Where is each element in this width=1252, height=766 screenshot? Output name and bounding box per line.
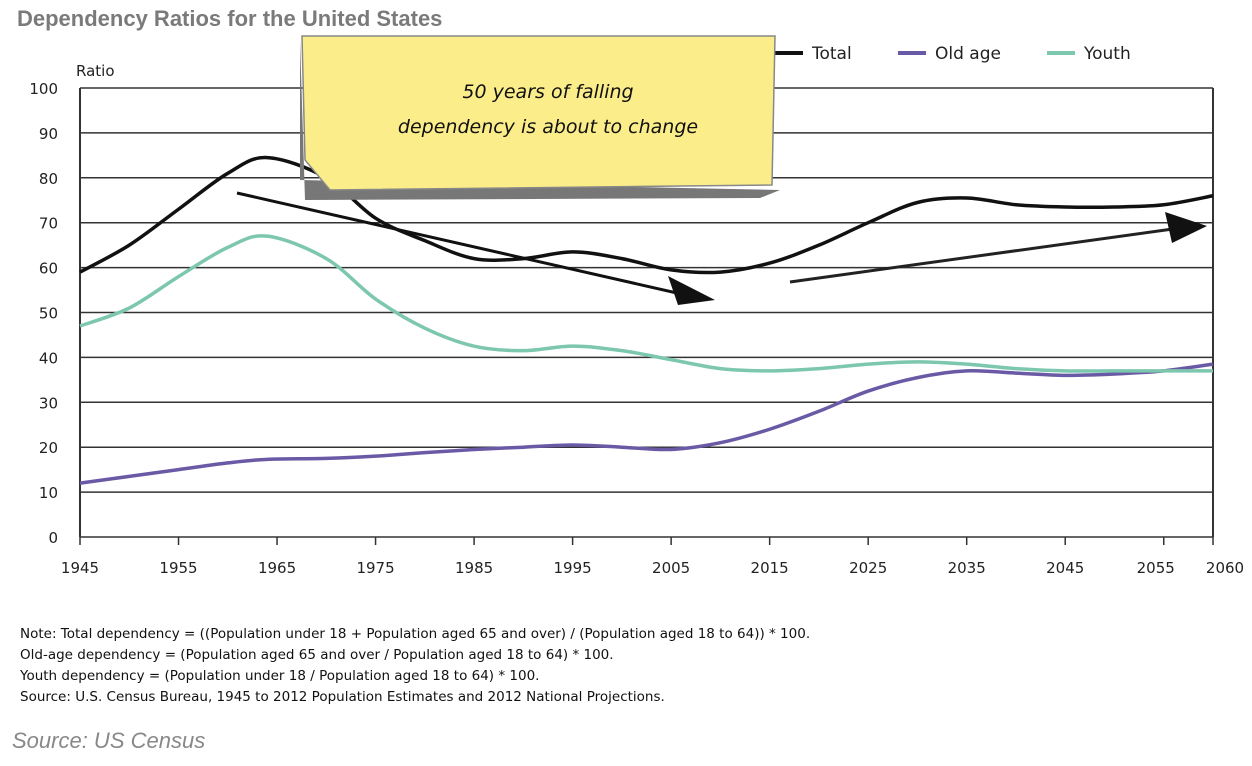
- y-tick-label: 60: [39, 260, 58, 278]
- note-old-age: Old-age dependency = (Population aged 65…: [20, 647, 614, 663]
- y-tick-label: 100: [29, 80, 58, 98]
- trend-arrows: [236, 191, 1207, 305]
- y-tick-label: 70: [39, 215, 58, 233]
- legend-label: Total: [811, 44, 852, 64]
- x-tick-label: 1955: [159, 559, 197, 577]
- x-tick-label: 2025: [849, 559, 887, 577]
- note-total: Note: Total dependency = ((Population un…: [20, 626, 811, 642]
- x-tick-label: 2060: [1206, 559, 1244, 577]
- series-line-youth: [79, 234, 1213, 373]
- arrow-head-up: [1165, 212, 1207, 243]
- y-tick-label: 80: [39, 170, 58, 188]
- x-tick-label: 1965: [258, 559, 296, 577]
- series-line-old-age: [79, 362, 1214, 485]
- note-line-2: dependency is about to change: [398, 116, 698, 138]
- x-tick-label: 1945: [61, 559, 99, 577]
- rising-trend-arrow: [789, 226, 1181, 284]
- arrow-head-down: [668, 276, 715, 305]
- legend: Total Old age Youth: [775, 44, 1131, 64]
- x-tick-label: 2045: [1046, 559, 1084, 577]
- x-tick-label: 2005: [652, 559, 690, 577]
- x-tick-label: 2035: [948, 559, 986, 577]
- x-tick-label: 2015: [751, 559, 789, 577]
- sticky-note: 50 years of falling dependency is about …: [300, 35, 780, 200]
- y-tick-label: 0: [48, 529, 58, 547]
- y-tick-label: 20: [39, 439, 58, 457]
- source-credit: Source: US Census: [12, 728, 206, 753]
- series-line-total: [79, 155, 1214, 275]
- legend-label: Youth: [1083, 44, 1131, 64]
- legend-label: Old age: [935, 44, 1001, 64]
- y-tick-label: 90: [39, 125, 58, 143]
- note-line-1: 50 years of falling: [462, 81, 633, 103]
- chart-notes: Note: Total dependency = ((Population un…: [20, 624, 810, 708]
- y-tick-label: 40: [39, 349, 58, 367]
- x-tick-label: 1975: [356, 559, 394, 577]
- y-axis-label: Ratio: [76, 62, 115, 80]
- chart-title: Dependency Ratios for the United States: [17, 6, 443, 31]
- y-tick-label: 10: [39, 484, 58, 502]
- falling-trend-arrow: [236, 191, 691, 298]
- y-tick-label: 50: [39, 305, 58, 323]
- x-tick-label: 1995: [554, 559, 592, 577]
- note-youth: Youth dependency = (Population under 18 …: [20, 668, 540, 684]
- x-tick-label: 2055: [1137, 559, 1175, 577]
- x-tick-label: 1985: [455, 559, 493, 577]
- y-tick-label: 30: [39, 394, 58, 412]
- note-source: Source: U.S. Census Bureau, 1945 to 2012…: [20, 689, 665, 705]
